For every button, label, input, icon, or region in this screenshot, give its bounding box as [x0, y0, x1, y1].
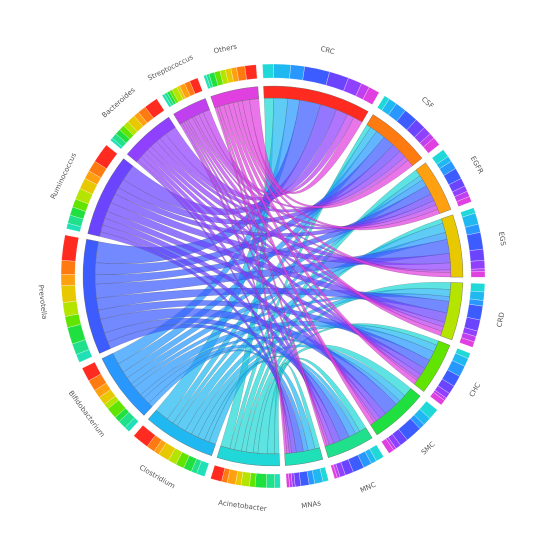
composition-ring: [81, 361, 102, 381]
composition-ring: [262, 63, 274, 79]
composition-ring: [60, 260, 76, 275]
segment-label: Streptococcus: [147, 53, 195, 82]
composition-ring: [144, 98, 165, 119]
composition-ring: [61, 284, 77, 303]
segment-label: CRD: [495, 312, 506, 328]
segment-arc: [87, 158, 134, 237]
segment-label: SMC: [420, 440, 437, 456]
composition-ring: [244, 64, 258, 80]
segment-arc: [413, 340, 451, 392]
composition-ring: [285, 473, 290, 488]
segment-label: MNAs: [301, 499, 322, 510]
segment-arc: [147, 409, 216, 457]
composition-ring: [273, 63, 291, 79]
segment-arc: [284, 447, 324, 466]
composition-ring: [189, 77, 203, 95]
composition-ring: [466, 232, 484, 251]
composition-ring: [266, 473, 275, 489]
segment-arc: [263, 85, 369, 123]
segment-arc: [216, 445, 280, 467]
composition-ring: [469, 248, 485, 262]
segment-label: CHC: [468, 381, 482, 398]
composition-ring: [61, 234, 79, 262]
composition-ring: [362, 86, 380, 105]
segment-label: EGS: [497, 231, 507, 247]
composition-ring: [456, 196, 472, 207]
segment-arc: [82, 238, 111, 354]
segment-arc: [126, 116, 176, 163]
composition-ring: [470, 268, 486, 273]
composition-ring: [254, 473, 267, 489]
composition-ring: [470, 271, 486, 278]
composition-ring: [302, 66, 330, 86]
segment-arc: [101, 353, 153, 416]
composition-ring: [330, 464, 338, 480]
composition-ring: [429, 392, 445, 406]
segment-arc: [210, 86, 259, 109]
composition-ring: [274, 473, 281, 489]
composition-ring: [62, 300, 79, 317]
segment-label: Bacteroides: [101, 86, 137, 120]
segment-arc: [366, 114, 423, 166]
segments: CRC CSF EGFR EGS CRD CHC SMC MNC MNAs Acinetobact…: [37, 43, 508, 514]
composition-ring: [289, 64, 305, 81]
segment-label: EGFR: [469, 155, 485, 175]
composition-ring: [459, 337, 475, 348]
composition-ring: [423, 137, 440, 154]
segment-label: Prevotella: [37, 284, 49, 319]
segment-arc: [370, 388, 421, 436]
segment-arc: [324, 427, 373, 459]
segment-label: Clostridium: [138, 464, 177, 491]
segment-arc: [441, 214, 464, 278]
segment-arc: [173, 98, 210, 125]
composition-ring: [381, 438, 394, 454]
composition-ring: [210, 465, 226, 482]
segment-label: MNC: [359, 481, 377, 495]
segment-arc: [440, 282, 464, 341]
composition-ring: [60, 274, 76, 286]
composition-ring: [470, 282, 486, 293]
segment-label: Ruminococcus: [49, 151, 78, 200]
segment-label: Acinetobacter: [218, 499, 267, 513]
ribbons: [94, 97, 452, 455]
segment-label: Others: [213, 43, 238, 56]
segment-arc: [415, 162, 452, 214]
composition-ring: [470, 260, 486, 270]
composition-ring: [94, 144, 118, 169]
segment-label: CRC: [320, 45, 336, 56]
segment-label: CSF: [420, 95, 435, 110]
composition-ring: [133, 425, 156, 447]
